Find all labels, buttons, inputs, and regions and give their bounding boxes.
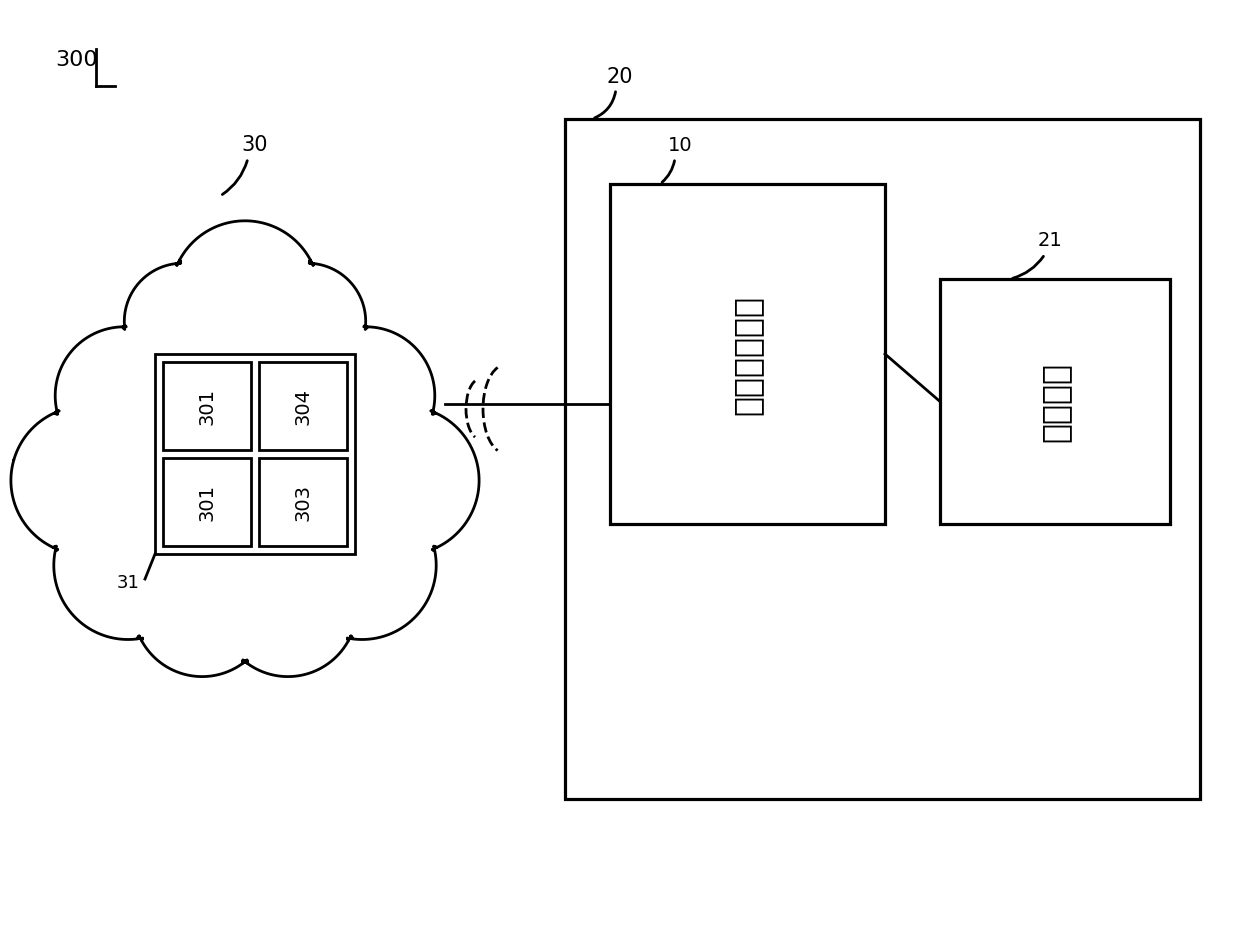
Text: 301: 301: [197, 388, 217, 425]
Text: 31: 31: [117, 573, 140, 591]
Text: 301: 301: [197, 484, 217, 521]
Text: 10: 10: [667, 136, 692, 155]
Text: 数据储存装置: 数据储存装置: [732, 295, 764, 414]
Bar: [162, 459, 250, 547]
Bar: [259, 459, 347, 547]
Text: 303: 303: [294, 484, 312, 521]
Bar: [162, 362, 250, 450]
Text: 操作组件: 操作组件: [1039, 362, 1071, 442]
Text: 304: 304: [294, 388, 312, 425]
Text: 20: 20: [606, 67, 634, 87]
Text: 30: 30: [242, 135, 268, 155]
Bar: [155, 355, 355, 554]
Bar: [565, 120, 1200, 800]
Text: 300: 300: [55, 50, 98, 70]
Bar: [259, 362, 347, 450]
Bar: [610, 185, 885, 525]
Text: 21: 21: [1038, 230, 1063, 250]
Bar: [940, 279, 1171, 525]
